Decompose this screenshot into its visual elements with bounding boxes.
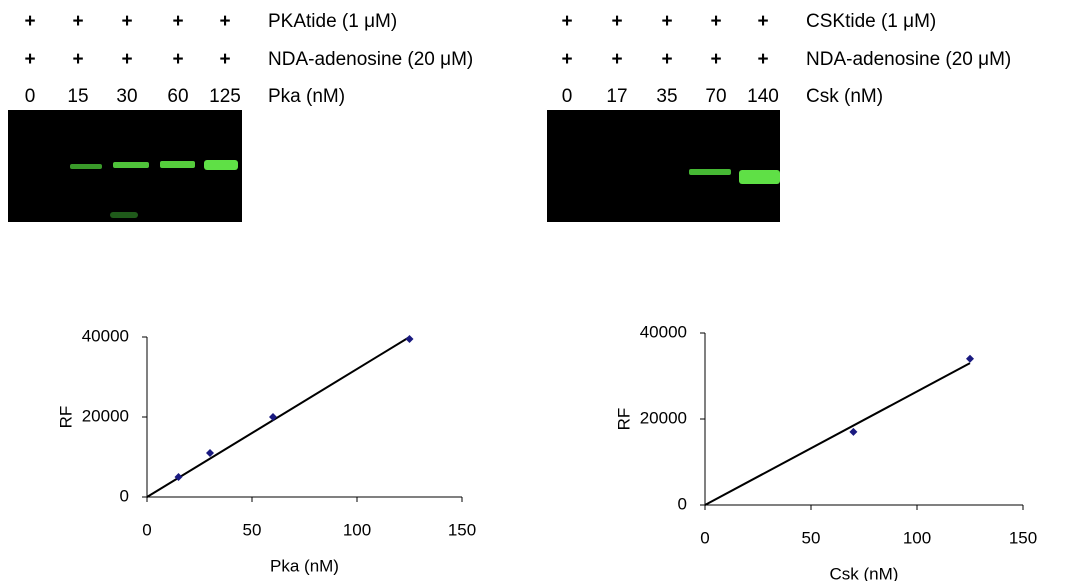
lane-label: 0 — [562, 86, 573, 107]
row-label: NDA-adenosine (20 μM) — [806, 49, 1011, 70]
y-tick-label: 20000 — [640, 408, 687, 427]
lane-label: + — [561, 11, 572, 32]
x-tick-label: 100 — [343, 520, 371, 539]
lane-label: + — [24, 11, 35, 32]
lane-label: 60 — [167, 86, 188, 107]
lane-label: + — [121, 49, 132, 70]
x-tick-label: 0 — [700, 528, 709, 547]
lane-label: + — [661, 11, 672, 32]
row-label: PKAtide (1 μM) — [268, 11, 397, 32]
lane-label: 15 — [67, 86, 88, 107]
y-tick-label: 20000 — [82, 406, 129, 425]
y-axis-title: RF — [56, 406, 75, 429]
lane-label: + — [24, 49, 35, 70]
lane-label: + — [757, 49, 768, 70]
lane-label: + — [219, 49, 230, 70]
lane-label: + — [611, 49, 622, 70]
figure: + + + + + PKAtide (1 μM) + + + + + NDA-adenosine (2… — [0, 0, 1078, 581]
x-tick-label: 150 — [1009, 528, 1037, 547]
lane-label: + — [72, 49, 83, 70]
lane-label: 30 — [116, 86, 137, 107]
x-tick-label: 50 — [802, 528, 821, 547]
data-point — [966, 355, 974, 363]
data-point — [269, 413, 277, 421]
fit-line — [705, 363, 970, 505]
lane-label: + — [561, 49, 572, 70]
lane-label: 0 — [25, 86, 36, 107]
y-tick-label: 40000 — [82, 326, 129, 345]
row-label: NDA-adenosine (20 μM) — [268, 49, 473, 70]
lane-label: 70 — [705, 86, 726, 107]
data-point — [849, 428, 857, 436]
y-axis-title: RF — [614, 408, 633, 431]
gel-image — [547, 110, 780, 222]
fit-line — [147, 337, 410, 497]
lane-label: + — [757, 11, 768, 32]
lane-label: 35 — [656, 86, 677, 107]
lane-label: + — [710, 49, 721, 70]
x-axis-title: Pka (nM) — [270, 556, 339, 575]
x-tick-label: 100 — [903, 528, 931, 547]
row-label: Csk (nM) — [806, 86, 883, 107]
row-label: Pka (nM) — [268, 86, 345, 107]
lane-label: + — [710, 11, 721, 32]
lane-label: + — [661, 49, 672, 70]
lane-label: + — [172, 11, 183, 32]
x-axis-title: Csk (nM) — [830, 564, 899, 581]
y-tick-label: 0 — [120, 486, 129, 505]
data-point — [406, 335, 414, 343]
lane-label: 140 — [747, 86, 779, 107]
x-tick-label: 150 — [448, 520, 476, 539]
lane-label: + — [172, 49, 183, 70]
y-tick-label: 40000 — [640, 322, 687, 341]
lane-label: + — [121, 11, 132, 32]
lane-label: 17 — [606, 86, 627, 107]
x-tick-label: 50 — [243, 520, 262, 539]
lane-label: + — [219, 11, 230, 32]
row-label: CSKtide (1 μM) — [806, 11, 936, 32]
lane-label: + — [72, 11, 83, 32]
gel-image — [8, 110, 242, 222]
y-tick-label: 0 — [678, 494, 687, 513]
x-tick-label: 0 — [142, 520, 151, 539]
lane-label: + — [611, 11, 622, 32]
lane-label: 125 — [209, 86, 241, 107]
